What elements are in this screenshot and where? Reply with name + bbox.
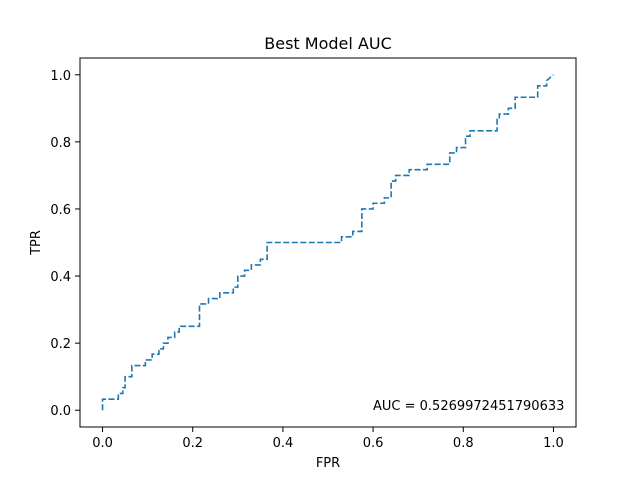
x-tick-label: 0.4: [273, 436, 294, 451]
x-axis-label: FPR: [316, 456, 340, 471]
roc-curve: [101, 74, 554, 411]
y-tick-label: 0.0: [50, 404, 71, 419]
axis-ticks: 0.0 0.2 0.4 0.6 0.8 1.0 0.0 0.2 0.4 0.6 0.8 1.0: [50, 69, 563, 451]
x-tick-label: 0.8: [453, 436, 474, 451]
y-tick-label: 0.8: [50, 136, 71, 151]
x-tick-label: 1.0: [543, 436, 564, 451]
y-axis-label: TPR: [29, 230, 44, 256]
x-tick-label: 0.0: [92, 436, 113, 451]
y-tick-label: 1.0: [50, 69, 71, 84]
plot-frame: [79, 57, 577, 428]
y-tick-label: 0.4: [50, 270, 71, 285]
x-tick-label: 0.2: [182, 436, 203, 451]
chart-title: Best Model AUC: [264, 34, 391, 53]
x-tick-label: 0.6: [363, 436, 384, 451]
y-tick-label: 0.2: [50, 337, 71, 352]
auc-annotation: AUC = 0.5269972451790633: [373, 399, 564, 414]
y-tick-label: 0.6: [50, 203, 71, 218]
